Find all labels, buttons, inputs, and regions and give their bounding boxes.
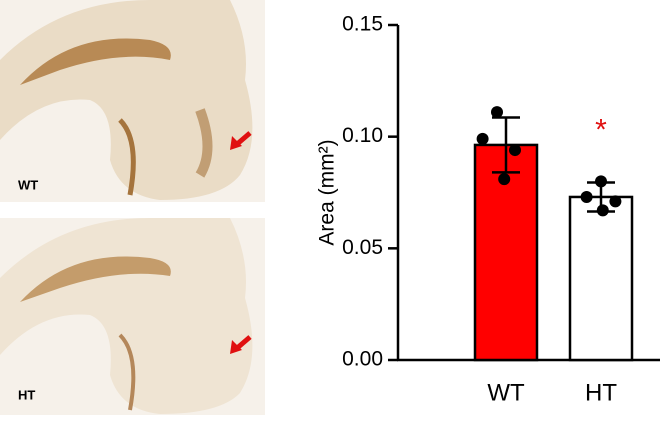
y-tick-label: 0.05 xyxy=(342,236,383,259)
data-point xyxy=(509,144,521,157)
data-point xyxy=(580,190,593,203)
arrow-head xyxy=(230,136,242,150)
y-tick-label: 0.15 xyxy=(342,13,383,36)
panel-label: HT xyxy=(18,387,35,402)
significance-marker: * xyxy=(595,113,607,146)
y-axis-label: Area (mm²) xyxy=(316,139,339,245)
data-point xyxy=(595,175,607,188)
tissue xyxy=(0,218,253,414)
tissue-edge xyxy=(118,118,136,196)
data-point xyxy=(596,204,609,217)
tissue-region xyxy=(195,108,213,178)
arrow-head xyxy=(230,340,242,354)
tissue-band xyxy=(20,38,171,85)
y-tick-label: 0.10 xyxy=(342,124,383,147)
histology-panel-ht: HT xyxy=(0,218,265,415)
data-point xyxy=(498,173,511,186)
panel-label: WT xyxy=(18,177,38,192)
data-point xyxy=(476,132,489,145)
y-tick-label: 0.00 xyxy=(342,348,383,371)
tissue xyxy=(0,0,253,200)
bar-chart: Area (mm²) 0.00 0.05 0.10 0.15 WT HT * xyxy=(316,13,660,406)
x-tick-label: HT xyxy=(585,379,617,406)
tissue-edge xyxy=(118,333,136,411)
data-point xyxy=(491,106,503,119)
tissue-band xyxy=(20,256,171,302)
data-point xyxy=(609,195,622,208)
histology-panel-wt: WT xyxy=(0,0,265,202)
bar xyxy=(568,195,634,362)
x-tick-label: WT xyxy=(487,379,525,406)
